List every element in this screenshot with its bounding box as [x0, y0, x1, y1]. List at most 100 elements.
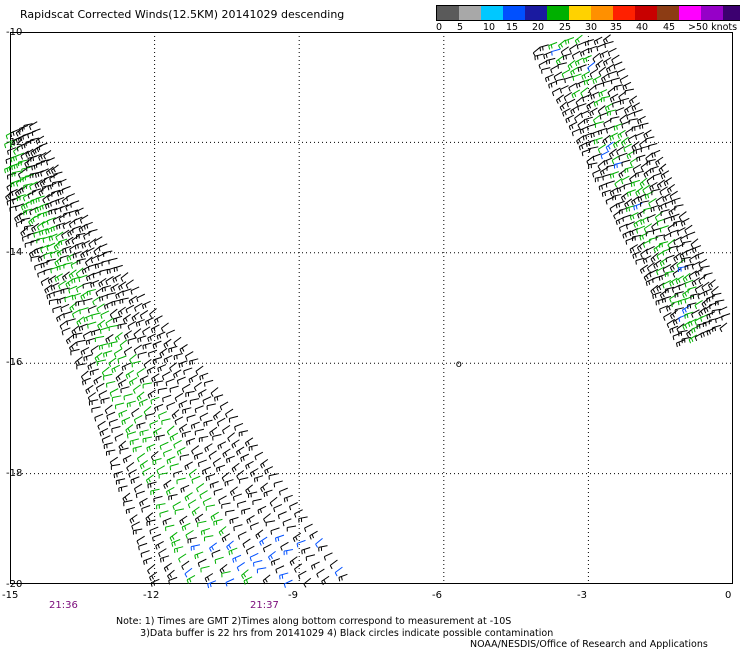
- wind-barb: [158, 411, 167, 420]
- legend-swatch-0: [437, 6, 459, 20]
- wind-barb: [688, 270, 698, 280]
- wind-barb: [588, 84, 597, 95]
- wind-barb: [46, 217, 56, 225]
- wind-barb: [636, 241, 645, 252]
- wind-barb: [132, 528, 143, 535]
- wind-barb: [546, 57, 556, 65]
- wind-barb: [184, 567, 193, 578]
- wind-barb: [152, 356, 162, 364]
- wind-barb: [669, 309, 678, 320]
- wind-barb: [571, 128, 581, 137]
- wind-barb: [673, 236, 682, 246]
- wind-barb: [600, 150, 610, 160]
- wind-barb: [38, 151, 47, 161]
- wind-barb: [607, 86, 616, 97]
- wind-barb: [659, 289, 668, 299]
- wind-barb: [570, 105, 579, 115]
- wind-speed-legend: 0 5 10 15 20 25 30 35 40 45 >50 knots: [436, 5, 740, 33]
- wind-barb: [59, 204, 69, 213]
- wind-barb: [598, 89, 608, 98]
- wind-barb: [103, 350, 113, 358]
- wind-barb: [574, 34, 583, 45]
- wind-barb: [648, 236, 659, 244]
- wind-barb: [112, 274, 122, 283]
- wind-barb: [100, 397, 110, 405]
- wind-barb: [283, 579, 293, 588]
- wind-barb: [706, 295, 716, 303]
- wind-barb: [28, 248, 38, 258]
- legend-swatch-12: [701, 6, 723, 20]
- wind-barb: [121, 416, 131, 426]
- wind-barb: [631, 102, 640, 112]
- wind-barb: [587, 61, 596, 72]
- wind-barb: [576, 135, 585, 145]
- wind-barb: [559, 85, 569, 94]
- wind-barb: [701, 281, 710, 292]
- wind-barb: [207, 580, 217, 589]
- wind-barb: [231, 439, 240, 449]
- wind-barb: [89, 368, 99, 376]
- wind-barb: [684, 279, 694, 288]
- wind-barb: [56, 187, 66, 197]
- wind-barb: [19, 175, 30, 183]
- wind-barb: [178, 423, 188, 433]
- wind-barb: [605, 141, 614, 152]
- wind-barb: [62, 220, 72, 230]
- wind-barb: [562, 53, 573, 61]
- wind-barb: [566, 98, 576, 108]
- wind-barb: [267, 550, 276, 561]
- wind-barb: [624, 88, 635, 95]
- wind-barb: [694, 300, 703, 310]
- wind-barb: [698, 306, 706, 317]
- map-title: Rapidscat Corrected Winds(12.5KM) 201410…: [20, 8, 345, 21]
- legend-color-bar: [436, 5, 740, 21]
- wind-barb: [118, 409, 128, 418]
- wind-barb: [621, 159, 631, 167]
- wind-barb: [632, 163, 642, 173]
- wind-barb: [29, 137, 40, 145]
- wind-barb: [213, 518, 223, 526]
- wind-barb: [684, 263, 694, 271]
- legend-swatch-9: [635, 6, 657, 20]
- wind-barb: [83, 221, 93, 230]
- wind-barb: [201, 466, 211, 475]
- wind-barb: [83, 230, 92, 240]
- wind-barb: [161, 418, 171, 425]
- wind-barb: [628, 118, 638, 125]
- wind-barb: [593, 98, 603, 107]
- y-axis-label-1: -12: [6, 137, 23, 148]
- wind-barb: [156, 331, 166, 340]
- wind-barb: [120, 272, 129, 282]
- wind-barb: [29, 206, 38, 216]
- wind-barb: [152, 458, 162, 465]
- wind-barb: [23, 123, 33, 130]
- wind-barb: [588, 162, 598, 169]
- wind-barb: [616, 145, 625, 156]
- wind-barb: [38, 142, 48, 151]
- wind-barb: [71, 292, 81, 301]
- wind-barb: [40, 168, 49, 177]
- wind-barb: [25, 199, 35, 208]
- wind-barb: [128, 469, 137, 478]
- wind-barb: [639, 122, 649, 130]
- legend-label-8: 40: [636, 22, 649, 33]
- wind-barb: [137, 351, 147, 359]
- wind-barb: [660, 209, 670, 216]
- wind-barb: [100, 310, 110, 319]
- wind-barb: [178, 360, 188, 368]
- wind-barb: [642, 255, 652, 264]
- wind-barb: [197, 558, 207, 567]
- wind-barb: [534, 53, 544, 61]
- wind-barb: [660, 170, 670, 180]
- time-label-2: 21:37: [250, 600, 279, 611]
- wind-barb: [189, 358, 199, 366]
- wind-barb: [648, 197, 657, 208]
- wind-barb: [658, 273, 668, 281]
- wind-barb: [691, 277, 701, 287]
- wind-barb: [200, 565, 210, 573]
- wind-barb: [96, 303, 105, 313]
- wind-barb: [123, 499, 133, 507]
- wind-barb: [206, 403, 216, 410]
- wind-barb: [571, 50, 581, 60]
- wind-barb: [109, 456, 119, 466]
